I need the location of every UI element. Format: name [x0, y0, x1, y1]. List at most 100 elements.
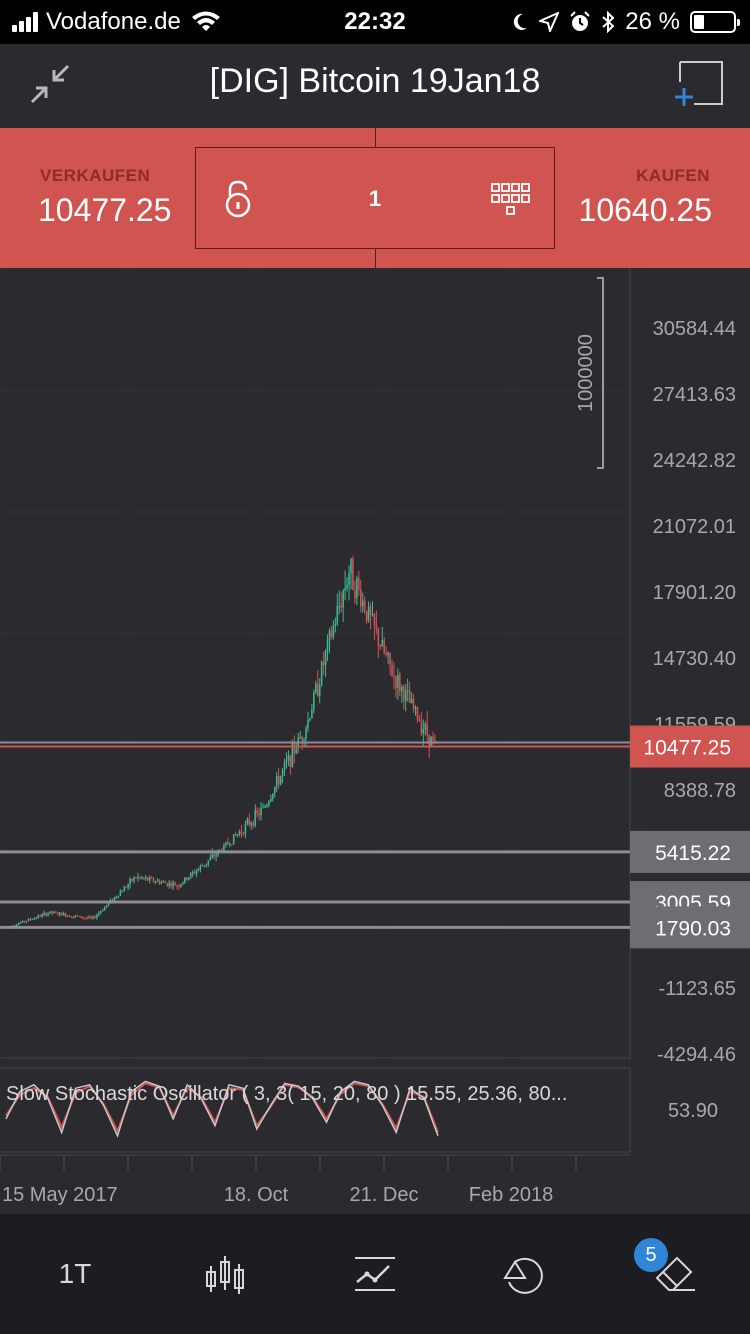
history-button[interactable] — [450, 1214, 600, 1334]
oscillator-level-label: 53.90 — [668, 1100, 718, 1122]
moon-icon — [514, 13, 528, 30]
divider — [375, 249, 376, 268]
candle-body — [260, 807, 262, 816]
candle-body — [74, 915, 77, 917]
candle-body — [422, 729, 425, 734]
candlestick-icon — [206, 1256, 244, 1294]
candle-body — [334, 623, 337, 626]
candle-body — [78, 916, 81, 918]
candle-body — [283, 762, 286, 770]
candle-body — [72, 916, 75, 918]
candle-body — [66, 915, 69, 917]
candle-body — [318, 684, 321, 697]
header: [DIG] Bitcoin 19Jan18 — [0, 44, 750, 128]
candle-body — [148, 877, 151, 881]
collapse-arrows-icon[interactable] — [28, 62, 72, 106]
candle-body — [277, 775, 280, 785]
candle-body — [348, 573, 350, 586]
candle-body — [408, 690, 411, 703]
sell-price-button[interactable]: 10477.25 — [38, 192, 172, 228]
candle-body — [180, 884, 182, 888]
candle-body — [64, 913, 67, 917]
new-window-icon[interactable] — [674, 60, 724, 110]
bluetooth-icon — [602, 11, 615, 33]
candle-body — [143, 877, 145, 879]
candle-body — [397, 674, 399, 688]
clock: 22:32 — [344, 8, 406, 35]
y-tick-label: 14730.40 — [653, 648, 736, 670]
candle-body — [182, 882, 184, 885]
y-tick-label: 24242.82 — [653, 450, 736, 472]
candle-body — [191, 872, 194, 874]
candle-body — [41, 914, 43, 917]
candle-body — [326, 641, 329, 651]
x-tick-label: Feb 2018 — [469, 1184, 554, 1206]
candle-body — [240, 831, 243, 833]
notification-badge: 5 — [634, 1238, 668, 1272]
candle-body — [270, 798, 272, 802]
chart-canvas[interactable]: 30584.44 27413.63 24242.82 21072.01 17901.20… — [0, 268, 750, 1214]
candle-body — [266, 804, 268, 807]
candle-body — [232, 834, 235, 845]
candle-body — [62, 913, 65, 916]
price-chart[interactable]: 30584.44 27413.63 24242.82 21072.01 17901.20… — [0, 268, 750, 1214]
candle-body — [401, 686, 403, 692]
lock-icon[interactable] — [222, 180, 254, 218]
candle-body — [70, 917, 73, 919]
candle-body — [86, 917, 88, 919]
candle-body — [279, 775, 282, 785]
candle-body — [98, 912, 100, 916]
candle-body — [383, 639, 385, 653]
candle-body — [229, 844, 231, 846]
candle-body — [262, 807, 264, 809]
price-tag — [630, 830, 750, 873]
candle-body — [68, 915, 71, 918]
candle-body — [205, 863, 208, 866]
price-tag-label: 10477.25 — [643, 737, 731, 760]
price-tag — [630, 906, 750, 949]
candle-body — [189, 873, 192, 878]
candle-body — [281, 769, 284, 776]
candle-body — [152, 878, 155, 882]
buy-price-button[interactable]: 10640.25 — [578, 192, 712, 228]
candle-body — [307, 719, 309, 729]
quantity-box[interactable]: 1 — [195, 147, 555, 249]
candle-body — [31, 919, 34, 921]
candle-body — [350, 558, 352, 574]
candle-body — [227, 842, 229, 845]
wifi-icon — [191, 11, 220, 31]
candle-body — [424, 723, 427, 730]
candle-body — [15, 924, 18, 926]
candle-body — [385, 652, 387, 656]
candle-body — [82, 917, 84, 919]
candle-body — [203, 865, 206, 867]
candle-body — [256, 810, 258, 814]
candle-body — [133, 877, 135, 882]
period-label: 1T — [58, 1258, 92, 1289]
candle-body — [158, 880, 161, 884]
y-tick-label: 27413.63 — [653, 384, 736, 406]
chart-type-button[interactable] — [150, 1214, 300, 1334]
candle-body — [414, 707, 417, 709]
candle-body — [107, 902, 110, 906]
candle-body — [416, 707, 419, 720]
keypad-icon[interactable] — [490, 182, 530, 218]
candle-body — [258, 813, 260, 816]
candle-body — [178, 886, 180, 888]
candle-body — [289, 755, 292, 767]
candle-body — [60, 912, 63, 916]
candle-body — [234, 834, 237, 836]
candle-body — [168, 882, 170, 886]
candle-body — [197, 868, 200, 871]
candle-body — [39, 915, 41, 917]
candle-body — [25, 921, 28, 923]
candle-body — [272, 793, 274, 799]
candle-body — [391, 665, 393, 677]
eraser-button[interactable] — [600, 1214, 750, 1334]
candle-body — [119, 891, 122, 896]
quantity-value[interactable]: 1 — [368, 186, 382, 211]
indicator-button[interactable] — [300, 1214, 450, 1334]
candle-body — [252, 822, 255, 826]
candle-body — [369, 606, 372, 616]
period-button[interactable]: 1T — [0, 1214, 150, 1334]
